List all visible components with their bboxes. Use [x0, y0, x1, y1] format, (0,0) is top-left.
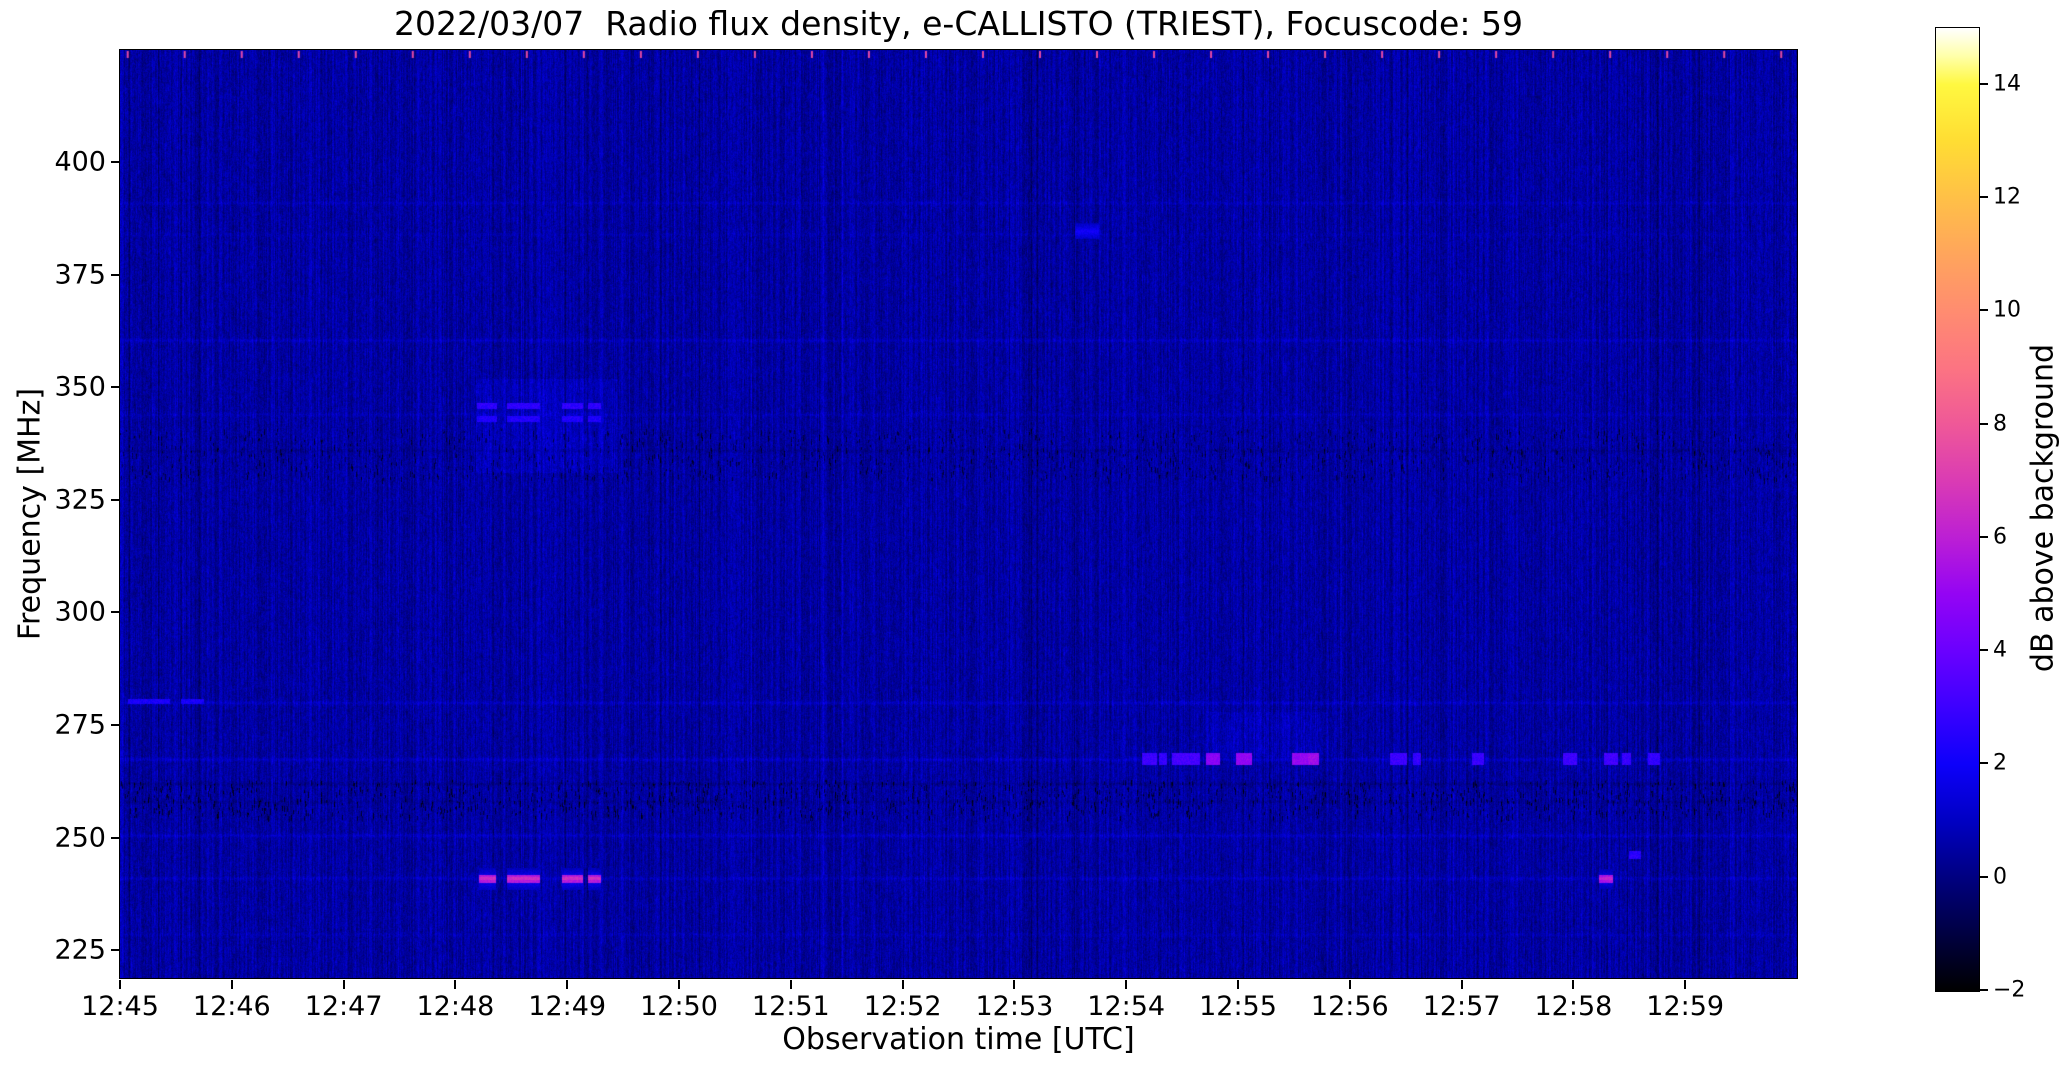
y-tick-label: 225: [54, 934, 106, 966]
colorbar-tick-label: 0: [1993, 864, 2007, 890]
x-tick-label: 12:54: [1087, 991, 1166, 1022]
colorbar-tick-mark: [1980, 762, 1988, 765]
x-tick-label: 12:50: [640, 991, 718, 1022]
y-tick-mark: [111, 273, 120, 276]
y-tick-mark: [111, 498, 120, 501]
y-tick-mark: [111, 611, 120, 614]
x-tick-label: 12:56: [1310, 991, 1389, 1022]
colorbar-tick-label: 8: [1993, 411, 2007, 437]
x-tick-mark: [1237, 980, 1239, 989]
colorbar-tick-mark: [1980, 989, 1988, 991]
y-tick-label: 250: [54, 822, 106, 854]
x-tick-mark: [566, 980, 569, 989]
colorbar-tick-mark: [1980, 195, 1988, 198]
x-tick-label: 12:46: [192, 991, 271, 1022]
colorbar-tick-label: 12: [1993, 184, 2021, 210]
colorbar-tick-label: 4: [1993, 637, 2007, 663]
colorbar-tick-mark: [1980, 422, 1988, 425]
x-tick-label: 12:49: [528, 991, 607, 1022]
x-tick-mark: [1684, 980, 1687, 989]
x-tick-label: 12:53: [975, 991, 1054, 1022]
y-tick-label: 275: [54, 709, 106, 741]
colorbar-tick-mark: [1980, 535, 1988, 538]
y-tick-mark: [111, 836, 120, 839]
colorbar-tick-label: 6: [1993, 524, 2007, 550]
colorbar-tick-mark: [1980, 649, 1988, 652]
y-tick-label: 350: [54, 371, 106, 403]
spectrogram-heatmap: [120, 50, 1797, 978]
x-tick-label: 12:51: [751, 991, 830, 1022]
y-tick-label: 400: [54, 146, 106, 178]
y-tick-mark: [111, 949, 120, 952]
colorbar-tick-label: 10: [1993, 297, 2021, 323]
x-tick-mark: [1460, 980, 1463, 989]
y-tick-label: 375: [54, 259, 106, 291]
x-tick-mark: [454, 980, 457, 989]
colorbar-tick-label: 2: [1993, 750, 2007, 776]
y-tick-mark: [111, 386, 120, 389]
x-tick-mark: [678, 980, 680, 989]
x-tick-label: 12:57: [1422, 991, 1501, 1022]
y-tick-mark: [111, 723, 120, 726]
x-tick-mark: [1125, 980, 1128, 989]
colorbar-tick-mark: [1980, 82, 1988, 85]
y-tick-label: 325: [54, 484, 106, 516]
y-axis-label: Frequency [MHz]: [12, 387, 48, 641]
x-tick-label: 12:59: [1646, 991, 1725, 1022]
x-tick-label: 12:45: [81, 991, 159, 1022]
x-tick-mark: [1572, 980, 1575, 989]
colorbar: [1935, 27, 1980, 992]
x-tick-label: 12:47: [304, 991, 383, 1022]
x-tick-label: 12:52: [863, 991, 942, 1022]
x-tick-mark: [342, 980, 345, 989]
chart-title: 2022/03/07 Radio flux density, e-CALLIST…: [394, 4, 1523, 43]
x-tick-mark: [789, 980, 792, 989]
colorbar-tick-mark: [1980, 309, 1988, 312]
colorbar-label: dB above background: [2025, 343, 2061, 673]
x-tick-label: 12:58: [1534, 991, 1613, 1022]
x-tick-label: 12:48: [416, 991, 495, 1022]
x-tick-mark: [230, 980, 233, 989]
y-tick-mark: [111, 161, 120, 164]
colorbar-tick-label: −2: [1993, 977, 2026, 1003]
colorbar-tick-mark: [1980, 875, 1988, 878]
x-tick-mark: [1013, 980, 1016, 989]
y-tick-label: 300: [54, 596, 106, 628]
x-tick-mark: [901, 980, 904, 989]
x-axis-label: Observation time [UTC]: [782, 1022, 1135, 1057]
x-tick-label: 12:55: [1199, 991, 1277, 1022]
colorbar-tick-label: 14: [1993, 71, 2021, 97]
x-tick-mark: [119, 980, 121, 989]
x-tick-mark: [1348, 980, 1351, 989]
